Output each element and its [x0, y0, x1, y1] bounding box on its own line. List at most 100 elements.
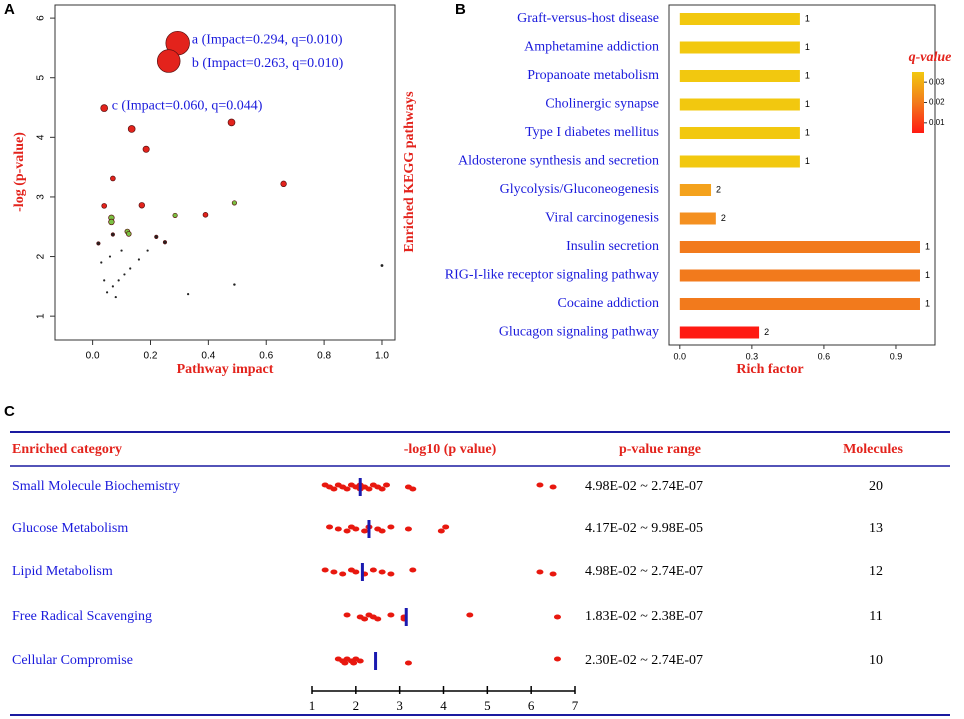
dot — [361, 528, 369, 534]
count-label: 2 — [721, 213, 726, 223]
count-label: 1 — [805, 70, 810, 80]
point — [162, 240, 168, 245]
bar — [679, 298, 920, 310]
count-label: 1 — [925, 270, 930, 280]
category: Small Molecule Biochemistry — [12, 479, 180, 494]
dot — [387, 571, 395, 577]
point — [233, 283, 236, 286]
dot — [549, 484, 557, 490]
dot — [378, 569, 386, 575]
category-label: RIG-I-like receptor signaling pathway — [445, 268, 659, 283]
annotation: b (Impact=0.263, q=0.010) — [192, 56, 344, 71]
colorbar-tick-label: 0.03 — [929, 77, 945, 86]
colorbar-tick-label: 0.02 — [929, 98, 945, 107]
axis-tick-label: 7 — [572, 698, 579, 713]
category: Glucose Metabolism — [12, 521, 128, 536]
point — [154, 234, 159, 239]
count-label: 1 — [925, 298, 930, 308]
bar — [679, 70, 800, 82]
point — [156, 49, 181, 73]
dot — [339, 571, 347, 577]
count-label: 2 — [764, 327, 769, 337]
y-tick-label: 5 — [36, 75, 47, 81]
dot — [334, 526, 342, 532]
column-header: p-value range — [619, 442, 701, 457]
count-label: 1 — [805, 42, 810, 52]
category-label: Viral carcinogenesis — [545, 211, 659, 226]
point — [103, 279, 106, 282]
dot — [343, 486, 351, 492]
point — [380, 264, 384, 267]
count-label: 1 — [805, 99, 810, 109]
p-range: 4.17E-02 ~ 9.98E-05 — [585, 521, 703, 536]
point — [172, 212, 178, 219]
axis-tick-label: 5 — [484, 698, 491, 713]
molecules: 11 — [869, 609, 882, 624]
x-tick-label: 0.8 — [317, 351, 331, 362]
point — [111, 285, 114, 288]
column-header: Molecules — [843, 442, 903, 457]
x-axis-label: Rich factor — [736, 362, 803, 377]
bar — [679, 184, 712, 196]
axis-tick-label: 3 — [396, 698, 403, 713]
dot — [343, 528, 351, 534]
dot — [321, 567, 329, 573]
category-label: Type I diabetes mellitus — [525, 125, 659, 140]
axis-tick-label: 2 — [353, 698, 360, 713]
x-tick-label: 0.9 — [890, 351, 903, 361]
dot — [330, 569, 338, 575]
point — [123, 273, 126, 276]
point — [137, 258, 141, 261]
point — [142, 145, 150, 153]
category: Cellular Compromise — [12, 653, 133, 668]
molecules: 10 — [869, 653, 883, 668]
point — [108, 218, 115, 226]
y-tick-label: 1 — [36, 313, 47, 319]
dot — [352, 569, 360, 575]
point — [110, 232, 115, 237]
median-mark — [358, 478, 362, 496]
plot-frame — [54, 4, 396, 341]
dot — [387, 524, 395, 530]
x-tick-label: 0.6 — [818, 351, 831, 361]
median-mark — [360, 563, 364, 581]
point — [231, 200, 237, 206]
point — [129, 267, 132, 270]
molecules: 12 — [869, 564, 883, 579]
bar — [679, 155, 800, 168]
p-range: 4.98E-02 ~ 2.74E-07 — [585, 479, 703, 494]
annotation: c (Impact=0.060, q=0.044) — [112, 99, 263, 114]
dot — [361, 616, 369, 622]
x-tick-label: 0.2 — [144, 351, 158, 362]
y-tick-label: 3 — [36, 194, 47, 200]
point — [96, 241, 101, 246]
x-tick-label: 0.0 — [674, 351, 687, 361]
point — [100, 261, 103, 264]
y-tick-label: 2 — [36, 253, 47, 259]
point — [114, 295, 117, 299]
dot — [553, 656, 561, 662]
x-axis-label: Pathway impact — [177, 362, 274, 377]
bar — [679, 98, 800, 111]
axis-tick-label: 4 — [440, 698, 447, 713]
point — [280, 180, 287, 188]
dot — [409, 567, 417, 573]
x-tick-label: 0.4 — [201, 351, 215, 362]
point — [227, 118, 236, 127]
category-label: Glycolysis/Gluconeogenesis — [500, 182, 659, 197]
dot — [549, 571, 557, 577]
plot-frame — [668, 4, 936, 346]
dot — [343, 612, 351, 618]
column-header: Enriched category — [12, 442, 122, 457]
molecules: 13 — [869, 521, 883, 536]
point — [125, 231, 132, 237]
bar — [679, 241, 920, 253]
panel-label: B — [455, 1, 466, 18]
dot — [350, 660, 358, 666]
x-tick-label: 0.0 — [86, 351, 100, 362]
dot — [378, 486, 386, 492]
dot — [466, 612, 474, 618]
point — [101, 203, 107, 209]
bar — [679, 127, 800, 139]
category-label: Amphetamine addiction — [524, 40, 659, 55]
